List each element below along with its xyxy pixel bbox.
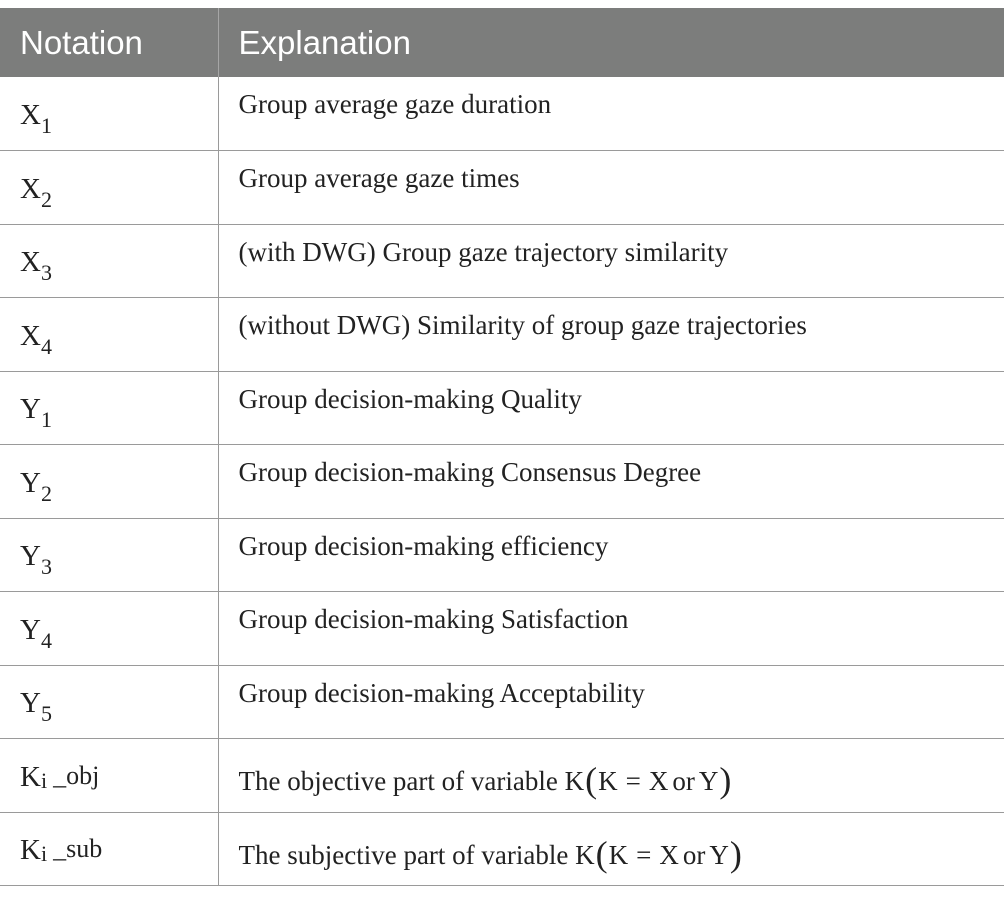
formula-a: X xyxy=(648,766,669,797)
explanation-cell: Group decision-making efficiency xyxy=(218,518,1004,592)
explanation-cell: Group average gaze duration xyxy=(218,77,1004,151)
notation-table: Notation Explanation X1 Group average ga… xyxy=(0,8,1004,886)
explanation-cell: Group decision-making Acceptability xyxy=(218,665,1004,739)
formula-equals: = xyxy=(636,839,652,870)
notation-subscript: 4 xyxy=(40,627,52,653)
notation-subscript: 5 xyxy=(40,701,52,727)
notation-subscript: 3 xyxy=(40,260,52,286)
notation-cell: Ki _obj xyxy=(0,738,219,813)
table-row: Ki _obj The objective part of variable K(… xyxy=(0,738,1004,813)
formula-var: K xyxy=(564,766,585,797)
notation-symbol: X xyxy=(20,319,41,352)
table-row: X2 Group average gaze times xyxy=(0,150,1004,225)
formula-equals: = xyxy=(625,766,641,797)
explanation-cell: (with DWG) Group gaze trajectory similar… xyxy=(218,224,1004,298)
notation-cell: X2 xyxy=(0,150,219,225)
table-row: Y2 Group decision-making Consensus Degre… xyxy=(0,444,1004,519)
explanation-cell: Group decision-making Quality xyxy=(218,371,1004,445)
formula-open-paren: ( xyxy=(585,760,598,801)
table-row: Y5 Group decision-making Acceptability xyxy=(0,665,1004,739)
header-row: Notation Explanation xyxy=(0,8,1004,77)
notation-cell: X1 xyxy=(0,77,219,151)
notation-cell: Y2 xyxy=(0,444,219,519)
notation-subscript: 2 xyxy=(40,480,52,506)
notation-subscript: 4 xyxy=(40,333,52,359)
table-row: Y1 Group decision-making Quality xyxy=(0,371,1004,445)
notation-symbol: Y xyxy=(20,613,41,646)
formula-var: K xyxy=(575,839,595,870)
notation-symbol: K xyxy=(20,760,41,793)
table-row: X3 (with DWG) Group gaze trajectory simi… xyxy=(0,224,1004,298)
formula-or: or xyxy=(682,839,706,870)
notation-subscript: 2 xyxy=(40,186,52,212)
explanation-text: The subjective part of variable xyxy=(238,839,569,870)
explanation-cell: (without DWG) Similarity of group gaze t… xyxy=(218,297,1004,372)
explanation-cell: Group decision-making Consensus Degree xyxy=(218,444,1004,519)
notation-symbol: X xyxy=(20,172,41,205)
notation-cell: Y1 xyxy=(0,371,219,445)
formula-a: X xyxy=(659,839,679,870)
formula-or: or xyxy=(672,766,695,797)
formula-open-paren: ( xyxy=(595,833,608,874)
header-explanation: Explanation xyxy=(238,23,411,61)
explanation-cell: Group average gaze times xyxy=(218,150,1004,225)
notation-symbol: X xyxy=(20,99,41,131)
notation-suffix: _sub xyxy=(53,834,103,864)
notation-subscript: 3 xyxy=(40,554,52,580)
table-row: Y3 Group decision-making efficiency xyxy=(0,518,1004,592)
notation-subscript: i xyxy=(40,767,48,793)
formula-b: Y xyxy=(709,839,729,870)
notation-symbol: Y xyxy=(20,687,41,720)
table-row: Ki _sub The subjective part of variable K… xyxy=(0,812,1004,886)
header-notation: Notation xyxy=(0,8,219,77)
explanation-cell: Group decision-making Satisfaction xyxy=(218,591,1004,666)
table-row: X4 (without DWG) Similarity of group gaz… xyxy=(0,297,1004,372)
formula-lhs: K xyxy=(598,766,618,797)
formula-close-paren: ) xyxy=(729,833,742,874)
notation-cell: Ki _sub xyxy=(0,812,219,886)
formula-close-paren: ) xyxy=(719,760,732,801)
notation-cell: Y3 xyxy=(0,518,219,592)
notation-symbol: Y xyxy=(20,466,41,499)
table-header: Notation Explanation xyxy=(0,8,1004,77)
notation-subscript: i xyxy=(40,841,48,867)
notation-subscript: 1 xyxy=(40,113,52,138)
explanation-text: The objective part of variable xyxy=(238,766,558,797)
table-body: X1 Group average gaze duration X2 Group … xyxy=(0,77,1004,886)
notation-symbol: K xyxy=(20,834,41,867)
notation-cell: Y5 xyxy=(0,665,219,739)
notation-symbol: Y xyxy=(20,393,41,426)
table-row: X1 Group average gaze duration xyxy=(0,77,1004,151)
notation-cell: X3 xyxy=(0,224,219,298)
notation-subscript: 1 xyxy=(40,407,52,433)
notation-cell: Y4 xyxy=(0,591,219,666)
notation-suffix: _obj xyxy=(53,760,100,790)
formula-b: Y xyxy=(698,766,719,797)
notation-cell: X4 xyxy=(0,297,219,372)
notation-symbol: Y xyxy=(20,540,41,573)
notation-symbol: X xyxy=(20,246,41,279)
table-row: Y4 Group decision-making Satisfaction xyxy=(0,591,1004,666)
formula-lhs: K xyxy=(608,839,629,870)
